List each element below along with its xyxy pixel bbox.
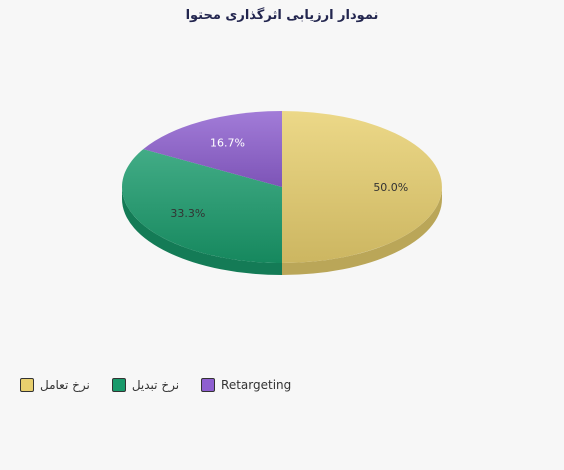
legend-label: Retargeting xyxy=(221,378,292,392)
chart-title: نمودار ارزیابی اثرگذاری محتوا xyxy=(185,8,379,23)
legend-item-2[interactable]: Retargeting xyxy=(201,378,291,392)
pie-labels-group: 50.0% 33.3% 16.7% xyxy=(170,136,408,220)
pie-slice-side-0 xyxy=(282,187,442,275)
legend: نرخ تعامل نرخ تبدیل Retargeting xyxy=(20,378,313,392)
legend-label: نرخ تبدیل xyxy=(131,378,180,392)
pie-slice-side-1 xyxy=(122,187,282,275)
legend-item-0[interactable]: نرخ تعامل xyxy=(20,378,90,392)
legend-swatch xyxy=(20,378,34,392)
pie-data-label-2: 16.7% xyxy=(210,136,245,149)
pie-slice-1[interactable] xyxy=(122,149,282,263)
pie-slice-0[interactable] xyxy=(282,111,442,263)
legend-swatch xyxy=(111,378,126,392)
pie-top-group xyxy=(122,111,442,263)
legend-label: نرخ تعامل xyxy=(40,378,90,392)
pie-slice-2[interactable] xyxy=(143,111,282,187)
pie-data-label-1: 33.3% xyxy=(170,207,205,220)
legend-item-1[interactable]: نرخ تبدیل xyxy=(111,378,180,392)
pie-depth-group xyxy=(122,187,442,275)
pie-data-label-0: 50.0% xyxy=(373,181,408,194)
legend-swatch xyxy=(201,378,216,392)
